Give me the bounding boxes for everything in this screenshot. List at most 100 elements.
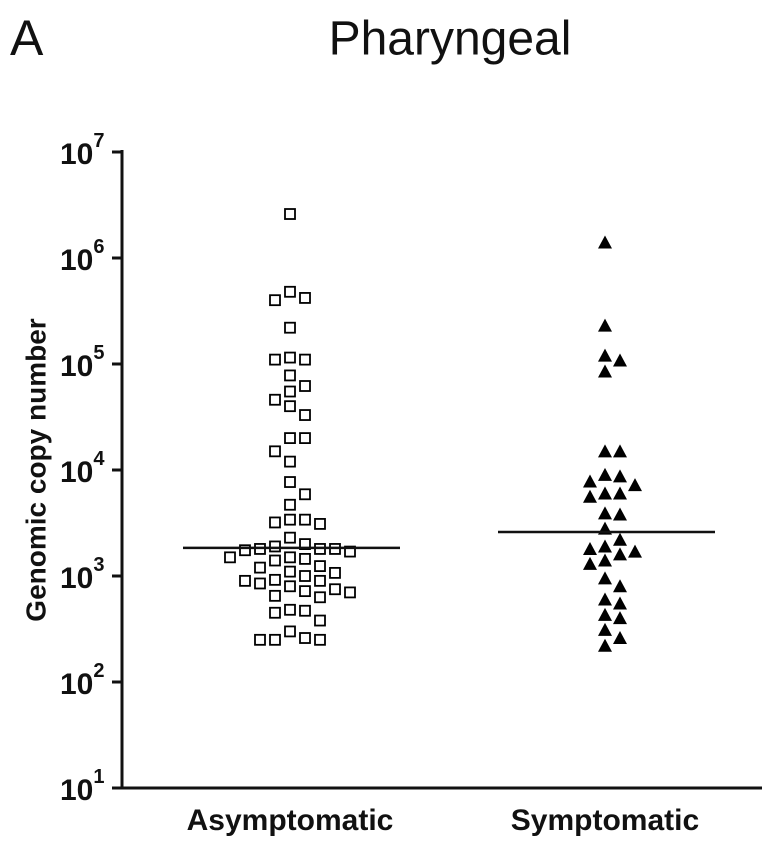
data-point bbox=[613, 596, 627, 610]
data-point bbox=[598, 539, 612, 553]
y-tick-base: 10 bbox=[60, 138, 93, 171]
data-point bbox=[224, 551, 236, 564]
data-point bbox=[598, 607, 612, 621]
data-point bbox=[284, 603, 296, 616]
y-tick-label: 102 bbox=[60, 660, 105, 701]
data-point bbox=[314, 560, 326, 572]
chart-title: Pharyngeal bbox=[329, 13, 572, 66]
data-point bbox=[583, 556, 597, 570]
data-point bbox=[269, 294, 281, 307]
data-point bbox=[613, 547, 627, 561]
data-point bbox=[284, 498, 296, 511]
data-point bbox=[613, 353, 627, 367]
data-point bbox=[299, 552, 311, 565]
y-tick-base: 10 bbox=[60, 774, 93, 807]
y-tick-exponent: 4 bbox=[93, 448, 105, 470]
data-point bbox=[598, 506, 612, 520]
data-point bbox=[284, 580, 296, 593]
data-point bbox=[284, 321, 296, 334]
y-tick-label: 105 bbox=[60, 342, 105, 383]
y-tick-label: 103 bbox=[60, 554, 105, 595]
data-point bbox=[583, 489, 597, 503]
y-tick-exponent: 7 bbox=[93, 130, 104, 152]
data-point bbox=[613, 444, 627, 458]
data-point bbox=[269, 554, 281, 567]
data-point bbox=[613, 507, 627, 521]
data-point bbox=[613, 486, 627, 500]
data-point bbox=[299, 513, 311, 526]
data-point bbox=[598, 638, 612, 652]
data-point bbox=[284, 551, 296, 564]
y-tick-label: 104 bbox=[60, 448, 105, 489]
data-point bbox=[299, 380, 311, 392]
data-point bbox=[269, 353, 281, 366]
data-point bbox=[598, 486, 612, 500]
data-point bbox=[613, 579, 627, 593]
y-tick-exponent: 5 bbox=[93, 342, 104, 364]
data-point bbox=[269, 393, 281, 406]
data-point bbox=[284, 351, 296, 364]
y-tick-label: 101 bbox=[60, 766, 105, 807]
data-point bbox=[344, 586, 356, 599]
data-point bbox=[613, 532, 627, 546]
data-point bbox=[329, 566, 341, 579]
y-axis-label: Genomic copy number bbox=[20, 318, 51, 621]
data-point bbox=[314, 574, 326, 587]
x-tick-label: Symptomatic bbox=[511, 804, 699, 837]
data-point bbox=[299, 585, 311, 598]
data-point bbox=[269, 633, 281, 646]
data-point bbox=[598, 467, 612, 481]
y-tick-label: 107 bbox=[60, 130, 105, 171]
data-point bbox=[299, 604, 311, 617]
data-point bbox=[598, 348, 612, 362]
data-point bbox=[284, 513, 296, 526]
y-tick-base: 10 bbox=[60, 456, 93, 489]
data-point bbox=[299, 353, 311, 366]
data-point bbox=[299, 632, 311, 644]
data-point bbox=[299, 570, 311, 582]
data-point bbox=[284, 432, 296, 444]
data-point bbox=[583, 474, 597, 488]
data-point bbox=[284, 476, 296, 488]
y-tick-base: 10 bbox=[60, 350, 93, 383]
data-point bbox=[598, 592, 612, 606]
x-tick-label: Asymptomatic bbox=[187, 804, 394, 837]
data-point bbox=[269, 573, 281, 586]
data-point bbox=[329, 583, 341, 596]
data-point bbox=[344, 545, 356, 558]
data-point bbox=[239, 544, 251, 557]
data-point bbox=[284, 455, 296, 468]
y-tick-base: 10 bbox=[60, 562, 93, 595]
data-point bbox=[299, 292, 311, 304]
y-tick-exponent: 2 bbox=[93, 660, 104, 682]
data-point bbox=[598, 571, 612, 585]
data-point bbox=[314, 633, 326, 646]
y-tick-exponent: 1 bbox=[93, 766, 104, 788]
data-point bbox=[314, 518, 326, 530]
data-point bbox=[299, 432, 311, 444]
y-tick-label: 106 bbox=[60, 236, 105, 277]
data-point bbox=[269, 589, 281, 602]
data-point bbox=[613, 611, 627, 625]
data-point bbox=[628, 544, 642, 558]
data-point bbox=[284, 385, 296, 398]
data-point bbox=[284, 369, 296, 382]
data-point bbox=[299, 488, 311, 501]
data-point bbox=[269, 445, 281, 458]
data-point bbox=[269, 516, 281, 529]
data-point bbox=[598, 318, 612, 332]
data-point bbox=[613, 631, 627, 645]
data-point bbox=[269, 540, 281, 553]
data-point bbox=[239, 574, 251, 587]
data-point bbox=[598, 235, 612, 249]
y-tick-base: 10 bbox=[60, 244, 93, 277]
data-point bbox=[598, 622, 612, 636]
data-point bbox=[598, 364, 612, 378]
data-point bbox=[598, 444, 612, 458]
data-point bbox=[284, 625, 296, 638]
data-point bbox=[284, 285, 296, 298]
data-point bbox=[284, 531, 296, 544]
y-tick-base: 10 bbox=[60, 668, 93, 701]
data-point bbox=[284, 400, 296, 413]
